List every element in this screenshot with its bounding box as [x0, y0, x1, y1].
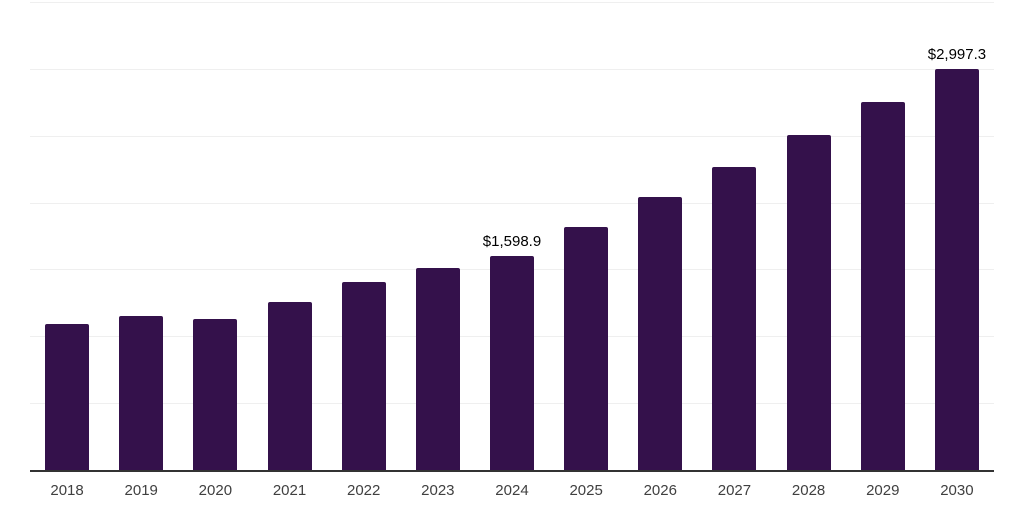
bar-2029 — [860, 101, 905, 470]
x-tick-2030: 2030 — [940, 482, 974, 499]
bar-2027 — [712, 167, 757, 470]
gridline-2500 — [30, 135, 994, 137]
value-label-2024: $1,598.9 — [482, 233, 542, 251]
bar-2018 — [45, 324, 90, 470]
gridline-3500 — [30, 2, 994, 3]
x-axis-line — [30, 470, 994, 472]
gridline-3000 — [30, 68, 994, 70]
bar-2028 — [786, 135, 831, 470]
x-tick-2025: 2025 — [569, 482, 603, 499]
plot-area: $1,598.9 $2,997.3 — [30, 2, 994, 472]
x-tick-2026: 2026 — [643, 482, 677, 499]
gridline-2000 — [30, 202, 994, 204]
x-tick-2018: 2018 — [50, 482, 84, 499]
x-axis: 2018 2019 2020 2021 2022 2023 2024 2025 2026 2027… — [30, 482, 994, 506]
bar-2019 — [119, 315, 164, 470]
x-tick-2020: 2020 — [198, 482, 233, 499]
x-tick-2023: 2023 — [421, 482, 455, 499]
bar-2024 — [490, 256, 534, 470]
x-tick-2024: 2024 — [495, 482, 529, 499]
x-tick-2021: 2021 — [272, 482, 307, 499]
value-label-2030: $2,997.3 — [927, 46, 987, 64]
bar-2022 — [341, 282, 386, 470]
x-tick-2027: 2027 — [717, 482, 752, 499]
bar-2020 — [193, 318, 238, 470]
x-tick-2022: 2022 — [346, 482, 381, 499]
bar-2021 — [267, 301, 312, 470]
bar-2030 — [934, 69, 979, 470]
x-tick-2019: 2019 — [124, 482, 158, 499]
x-tick-2029: 2029 — [866, 482, 900, 499]
bar-2025 — [564, 226, 609, 470]
bar-2026 — [638, 196, 683, 470]
x-tick-2028: 2028 — [791, 482, 826, 499]
bar-2023 — [415, 268, 460, 470]
